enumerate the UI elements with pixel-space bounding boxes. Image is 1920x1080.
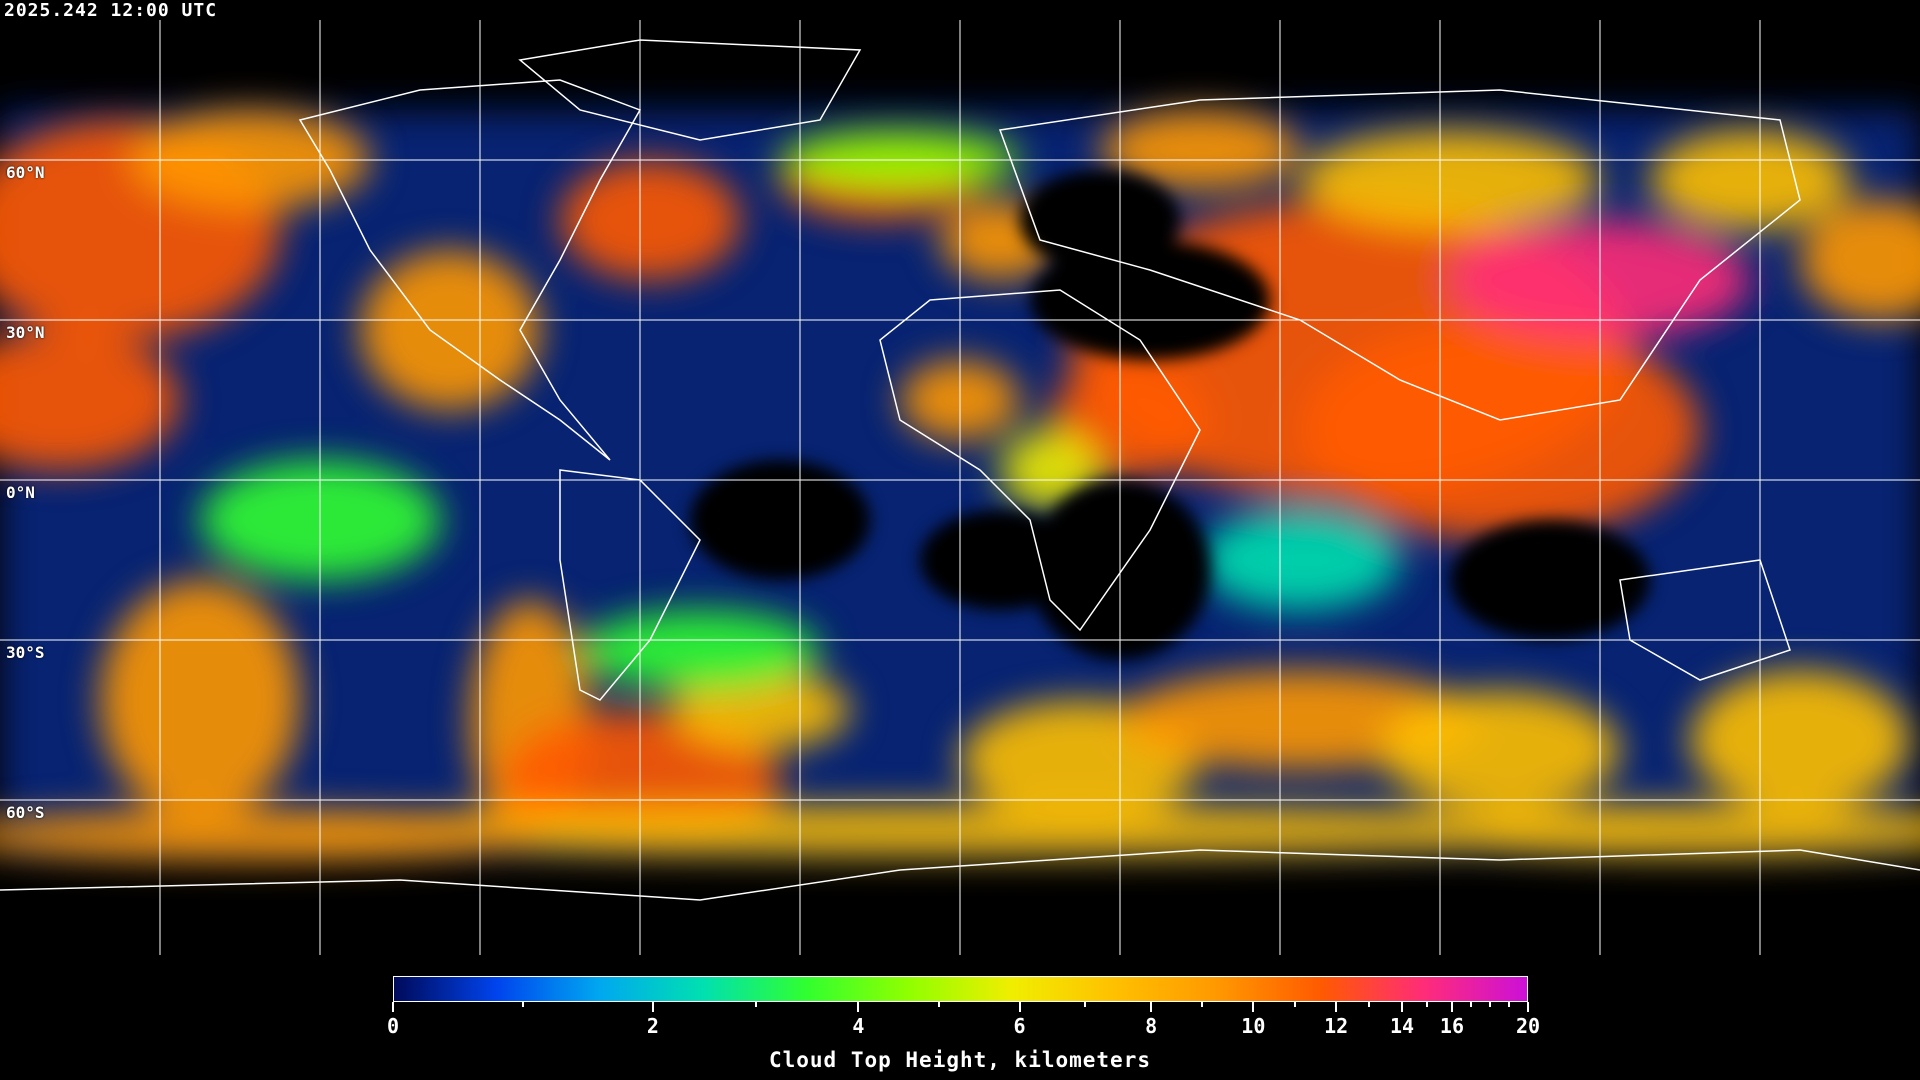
- coastline: [298, 79, 642, 461]
- latitude-label: 60°N: [6, 163, 45, 182]
- cloud-region: [100, 580, 300, 820]
- latitude-label: 60°S: [6, 803, 45, 822]
- minor-tick: [1084, 1002, 1087, 1007]
- major-tick: [1527, 1002, 1529, 1012]
- minor-tick: [1507, 1002, 1510, 1007]
- minor-tick: [1368, 1002, 1371, 1007]
- colorbar-ticks: 0 2 4 6 8 10 12 14 16 20: [387, 1002, 1540, 1042]
- major-tick: [857, 1002, 860, 1012]
- lat-lon-grid: [0, 20, 1920, 955]
- cloud-region: [0, 810, 550, 860]
- cloud-region: [0, 330, 180, 470]
- cloud-region: [1100, 110, 1300, 190]
- coastline: [1619, 559, 1791, 681]
- minor-tick: [521, 1002, 524, 1007]
- minor-tick: [754, 1002, 757, 1007]
- coastline: [998, 89, 1801, 421]
- major-tick: [1252, 1002, 1255, 1012]
- cloud-region: [670, 670, 850, 750]
- clear-sky-region: [1020, 170, 1180, 270]
- clear-sky-region: [1030, 240, 1270, 360]
- latitude-label: 30°N: [6, 323, 45, 342]
- cloud-region: [1400, 805, 1920, 855]
- tick-label: 8: [1145, 1014, 1158, 1038]
- coastline: [559, 469, 701, 701]
- cloud-region: [1800, 200, 1920, 320]
- cloud-region: [1000, 430, 1100, 510]
- cloud-region: [360, 250, 540, 410]
- cloud-region: [1300, 130, 1600, 230]
- tick-label: 4: [852, 1014, 865, 1038]
- tick-label: 10: [1241, 1014, 1266, 1038]
- tick-label: 12: [1324, 1014, 1349, 1038]
- timestamp: 2025.242 12:00 UTC: [4, 0, 218, 21]
- minor-tick: [937, 1002, 940, 1007]
- clear-sky-region: [690, 460, 870, 580]
- cloud-region: [1690, 670, 1910, 810]
- cloud-region: [580, 610, 820, 690]
- latitude-label: 0°N: [6, 483, 35, 502]
- cloud-region: [1200, 510, 1400, 610]
- major-tick: [1150, 1002, 1153, 1012]
- tick-label: 2: [646, 1014, 659, 1038]
- major-tick: [392, 1002, 394, 1012]
- coastlines: [0, 39, 1920, 901]
- cloud-region: [560, 160, 740, 280]
- minor-tick: [1293, 1002, 1296, 1007]
- tick-label: 6: [1013, 1014, 1026, 1038]
- latitude-label: 30°S: [6, 643, 45, 662]
- coastline: [879, 289, 1201, 632]
- minor-tick: [1488, 1002, 1491, 1007]
- coastline: [0, 849, 1920, 901]
- major-tick: [1401, 1002, 1403, 1012]
- major-tick: [1335, 1002, 1338, 1012]
- tick-label: 14: [1389, 1014, 1415, 1038]
- clear-sky-region: [920, 510, 1080, 610]
- colorbar-title: Cloud Top Height, kilometers: [768, 1048, 1151, 1072]
- cloud-top-height-map: [0, 20, 1920, 955]
- major-tick: [651, 1002, 654, 1012]
- colorbar: [393, 976, 1528, 1002]
- minor-tick: [1469, 1002, 1472, 1007]
- minor-tick: [1201, 1002, 1204, 1007]
- cloud-region: [1300, 320, 1700, 540]
- minor-tick: [1425, 1002, 1428, 1007]
- tick-label: 20: [1515, 1014, 1541, 1038]
- cloud-region: [1650, 130, 1850, 230]
- tick-label: 0: [386, 1014, 400, 1038]
- tick-label: 16: [1439, 1014, 1464, 1038]
- major-tick: [1018, 1002, 1021, 1012]
- major-tick: [1450, 1002, 1453, 1012]
- cloud-region: [1380, 690, 1620, 810]
